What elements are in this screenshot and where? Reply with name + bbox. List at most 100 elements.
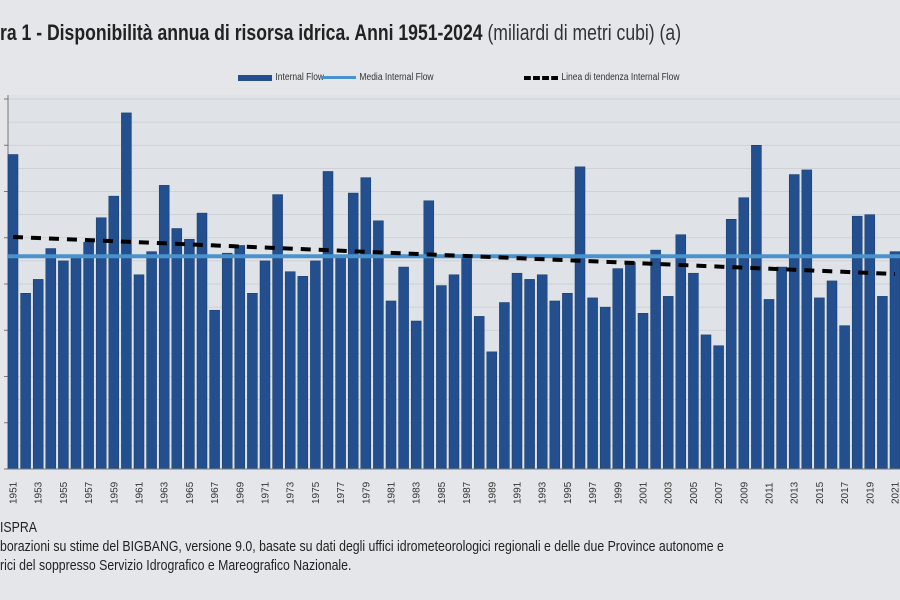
x-tick-label: 1991 [513,481,524,504]
trend-line [12,234,896,276]
bar-1984 [423,200,435,470]
bar-1996 [574,166,586,470]
legend-trend-swatch [524,75,558,80]
x-tick-label: 2019 [865,481,876,504]
bar-1986 [448,274,460,470]
bar-1992 [524,279,535,470]
legend-internal-flow: Internal Flow [238,72,324,83]
bar-1998 [599,306,611,470]
bar-1961 [133,274,145,470]
x-tick-label: 1961 [135,481,146,504]
bar-2012 [776,266,787,470]
bar-1962 [146,251,157,470]
footer-source: ISPRA [0,519,37,536]
x-tick-label: 1963 [160,481,171,504]
title-main: ra 1 - Disponibilità annua di risorsa id… [0,20,483,45]
bar-1963 [158,185,170,470]
bar-1960 [121,112,132,470]
x-tick-label: 2013 [790,481,801,504]
legend-mean: Media Internal Flow [322,72,434,83]
x-tick-label: 2009 [739,481,750,504]
bar-1970 [247,293,258,470]
x-tick-label: 1985 [437,481,448,504]
bar-1952 [20,293,31,470]
footer-note-2: rici del soppresso Servizio Idrografico … [0,557,352,574]
bar-1954 [45,248,57,470]
legend-label: Linea di tendenza Internal Flow [561,72,680,83]
bar-1999 [612,268,624,470]
bar-1969 [234,245,246,470]
x-tick-label: 1951 [9,481,20,504]
x-tick-label: 1983 [412,481,423,504]
x-tick-label: 2003 [664,481,675,504]
bar-1995 [562,293,573,470]
x-tick-label: 1959 [109,481,120,504]
bar-2017 [839,325,850,470]
bar-1990 [499,302,510,470]
x-tick-label: 1979 [361,481,372,504]
bar-1955 [58,260,69,470]
bar-1974 [297,276,309,470]
bar-1967 [209,309,220,470]
bar-1957 [83,242,94,470]
legend: Internal Flow Media Internal Flow Linea … [0,72,900,86]
bar-1965 [184,239,195,470]
bar-2003 [662,296,674,470]
bar-1978 [347,192,359,470]
bar-2016 [826,280,838,470]
x-tick-label: 1999 [613,481,624,504]
bar-1959 [108,195,120,470]
x-tick-label: 1977 [336,481,347,504]
bar-2020 [877,296,888,470]
x-tick-label: 2011 [765,482,776,504]
legend-label: Internal Flow [275,72,325,83]
x-tick-label: 2017 [840,481,851,504]
bar-1976 [322,171,334,470]
bar-2011 [763,299,775,470]
bar-2013 [788,174,800,470]
bar-1997 [587,297,598,470]
x-tick-label: 1965 [185,481,196,504]
bar-1985 [436,285,447,470]
x-tick-label: 1989 [487,481,498,504]
bar-1982 [398,266,409,470]
x-tick-label: 2007 [714,481,725,504]
bar-1975 [310,260,321,470]
bar-1951 [7,154,19,470]
bar-1993 [536,274,548,470]
bar-1971 [259,260,271,470]
bar-2019 [864,214,876,470]
legend-mean-swatch [322,76,356,79]
legend-label: Media Internal Flow [359,72,434,83]
x-tick-label: 1997 [588,481,599,504]
bar-1991 [511,272,523,470]
x-tick-label: 1981 [387,481,398,504]
bar-2010 [751,145,762,470]
x-tick-label: 1953 [34,481,45,504]
x-tick-label: 1971 [261,481,272,504]
x-tick-label: 1955 [59,481,70,504]
bar-1966 [196,212,208,470]
bar-1981 [385,300,397,470]
bar-1956 [70,256,82,470]
x-tick-label: 1975 [311,481,322,504]
x-tick-label: 1987 [462,481,473,504]
title-unit: (miliardi di metri cubi) (a) [487,20,682,45]
x-tick-label: 2001 [639,481,650,504]
bar-1979 [360,177,372,470]
footer-note-1: borazioni su stime del BIGBANG, versione… [0,538,724,555]
bar-2000 [625,262,636,470]
bar-2014 [801,169,813,470]
bar-1987 [461,257,472,470]
bar-1977 [335,257,346,470]
bar-1972 [272,194,283,470]
bar-2001 [637,313,649,470]
bar-2006 [700,334,712,470]
legend-bar-swatch [238,74,272,81]
x-tick-label: 1993 [538,481,549,504]
bar-2002 [650,249,661,470]
bar-2007 [713,345,724,470]
x-tick-label: 1957 [84,481,95,504]
bar-1988 [473,316,485,470]
